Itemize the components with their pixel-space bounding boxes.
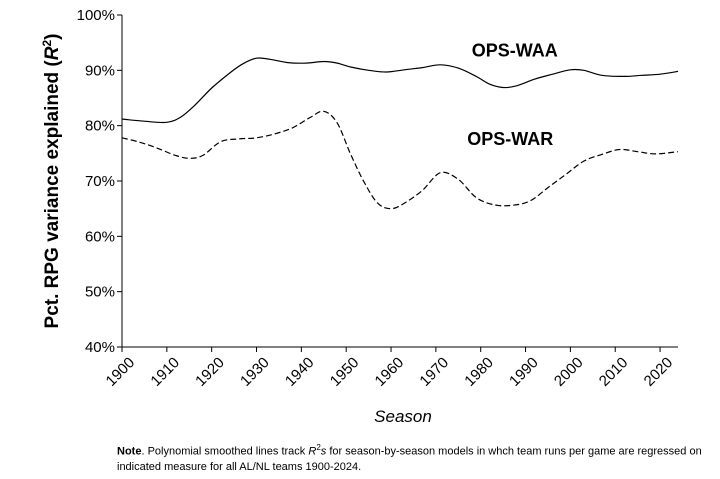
x-axis-ticks: 1900 1910 1920 1930 1940 1950 1960 1970 1980 1990…: [103, 347, 677, 390]
x-tick-label: 2000: [551, 354, 587, 390]
series-line-ops-waa: [121, 57, 679, 124]
x-tick-label: 1960: [372, 354, 408, 390]
x-tick-label: 2010: [596, 354, 632, 390]
note-text-2: for season-by-season models in whch team…: [117, 445, 702, 473]
x-tick-label: 1900: [103, 354, 139, 390]
note-math-suffix: s: [320, 445, 327, 458]
y-tick-label: 90%: [85, 62, 115, 79]
note-math: R: [308, 445, 317, 458]
note-text-1: . Polynomial smoothed lines track: [141, 445, 309, 458]
line-chart: 40%50%60%70%80%90%100% 1900 1910 1920 1930 1…: [40, 7, 679, 426]
x-tick-label: 1940: [282, 354, 318, 390]
axes: [121, 15, 678, 348]
x-axis-title: Season: [374, 407, 432, 426]
y-tick-label: 100%: [77, 7, 115, 24]
y-tick-label: 40%: [85, 339, 115, 356]
x-tick-label: 1980: [461, 354, 497, 390]
series-label-ops-war: OPS-WAR: [467, 129, 553, 149]
series-line-ops-war: [121, 110, 679, 210]
note-math-sup: 2: [316, 443, 321, 452]
x-tick-label: 1930: [237, 354, 273, 390]
x-tick-label: 1920: [192, 354, 228, 390]
y-tick-label: 70%: [85, 173, 115, 190]
x-tick-label: 1950: [327, 354, 363, 390]
note-lead: Note: [117, 445, 142, 458]
chart-note: Note. Polynomial smoothed lines track R2…: [117, 440, 707, 475]
y-tick-label: 50%: [85, 284, 115, 301]
series-label-ops-waa: OPS-WAA: [472, 41, 558, 61]
series-annotations: OPS-WAA OPS-WAR: [467, 41, 557, 150]
y-tick-label: 80%: [85, 118, 115, 135]
y-axis-ticks: 40% 50% 60% 70% 80% 90% 100%: [77, 7, 122, 356]
series-lines: [121, 57, 679, 210]
x-tick-label: 1970: [416, 354, 452, 390]
x-tick-label: 1990: [506, 354, 542, 390]
x-tick-label: 2020: [641, 354, 677, 390]
x-tick-label: 1910: [147, 354, 183, 390]
y-tick-label: 60%: [85, 228, 115, 245]
y-axis-title: Pct. RPG variance explained (R2): [40, 34, 63, 329]
